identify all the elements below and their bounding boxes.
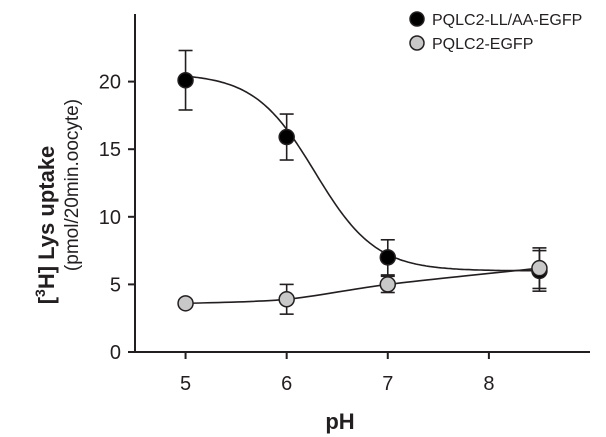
- axes: 0 5 10 15 20 5 6 7 8: [99, 14, 590, 395]
- plot-area: [177, 49, 548, 315]
- y-tick-label: 0: [110, 342, 121, 364]
- fit-curves: [185, 75, 540, 305]
- y-tick-label: 15: [99, 139, 121, 161]
- legend: PQLC2-LL/AA-EGFP PQLC2-EGFP: [409, 11, 582, 53]
- fit-curve-PQLC2-EGFP: [185, 267, 540, 305]
- data-point: [177, 295, 194, 312]
- data-point: [379, 276, 397, 293]
- y-tick-label: 10: [99, 207, 121, 229]
- data-point: [531, 259, 548, 277]
- legend-label: PQLC2-EGFP: [432, 36, 533, 53]
- x-tick-label: 5: [180, 373, 191, 395]
- y-axis-title-prefix: [: [34, 296, 59, 304]
- data-points: [177, 71, 548, 312]
- x-axis-title: pH: [325, 409, 354, 434]
- legend-marker: [409, 11, 425, 27]
- data-point: [278, 291, 295, 308]
- data-point: [278, 128, 295, 146]
- error-bars: [178, 49, 547, 315]
- x-tick-label: 7: [382, 373, 393, 395]
- y-axis-title: [3H] Lys uptake: [32, 146, 59, 305]
- y-tick-label: 5: [110, 274, 121, 296]
- x-ticks: 5 6 7 8: [180, 352, 494, 395]
- data-point: [177, 71, 194, 89]
- y-ticks: 0 5 10 15 20: [99, 72, 135, 364]
- y-axis-title-superscript: 3: [32, 289, 48, 297]
- legend-label: PQLC2-LL/AA-EGFP: [432, 12, 582, 29]
- data-point: [379, 249, 397, 266]
- fit-curve-PQLC2-LL/AA-EGFP: [185, 75, 540, 272]
- y-tick-label: 20: [99, 72, 121, 94]
- x-tick-label: 8: [483, 373, 494, 395]
- legend-marker: [409, 35, 425, 51]
- x-tick-label: 6: [281, 373, 292, 395]
- y-axis-title-main: H] Lys uptake: [34, 146, 59, 289]
- svg-text:[3H] Lys uptake: [3H] Lys uptake: [32, 146, 59, 305]
- y-axis-subtitle: (pmol/20min.oocyte): [62, 99, 83, 271]
